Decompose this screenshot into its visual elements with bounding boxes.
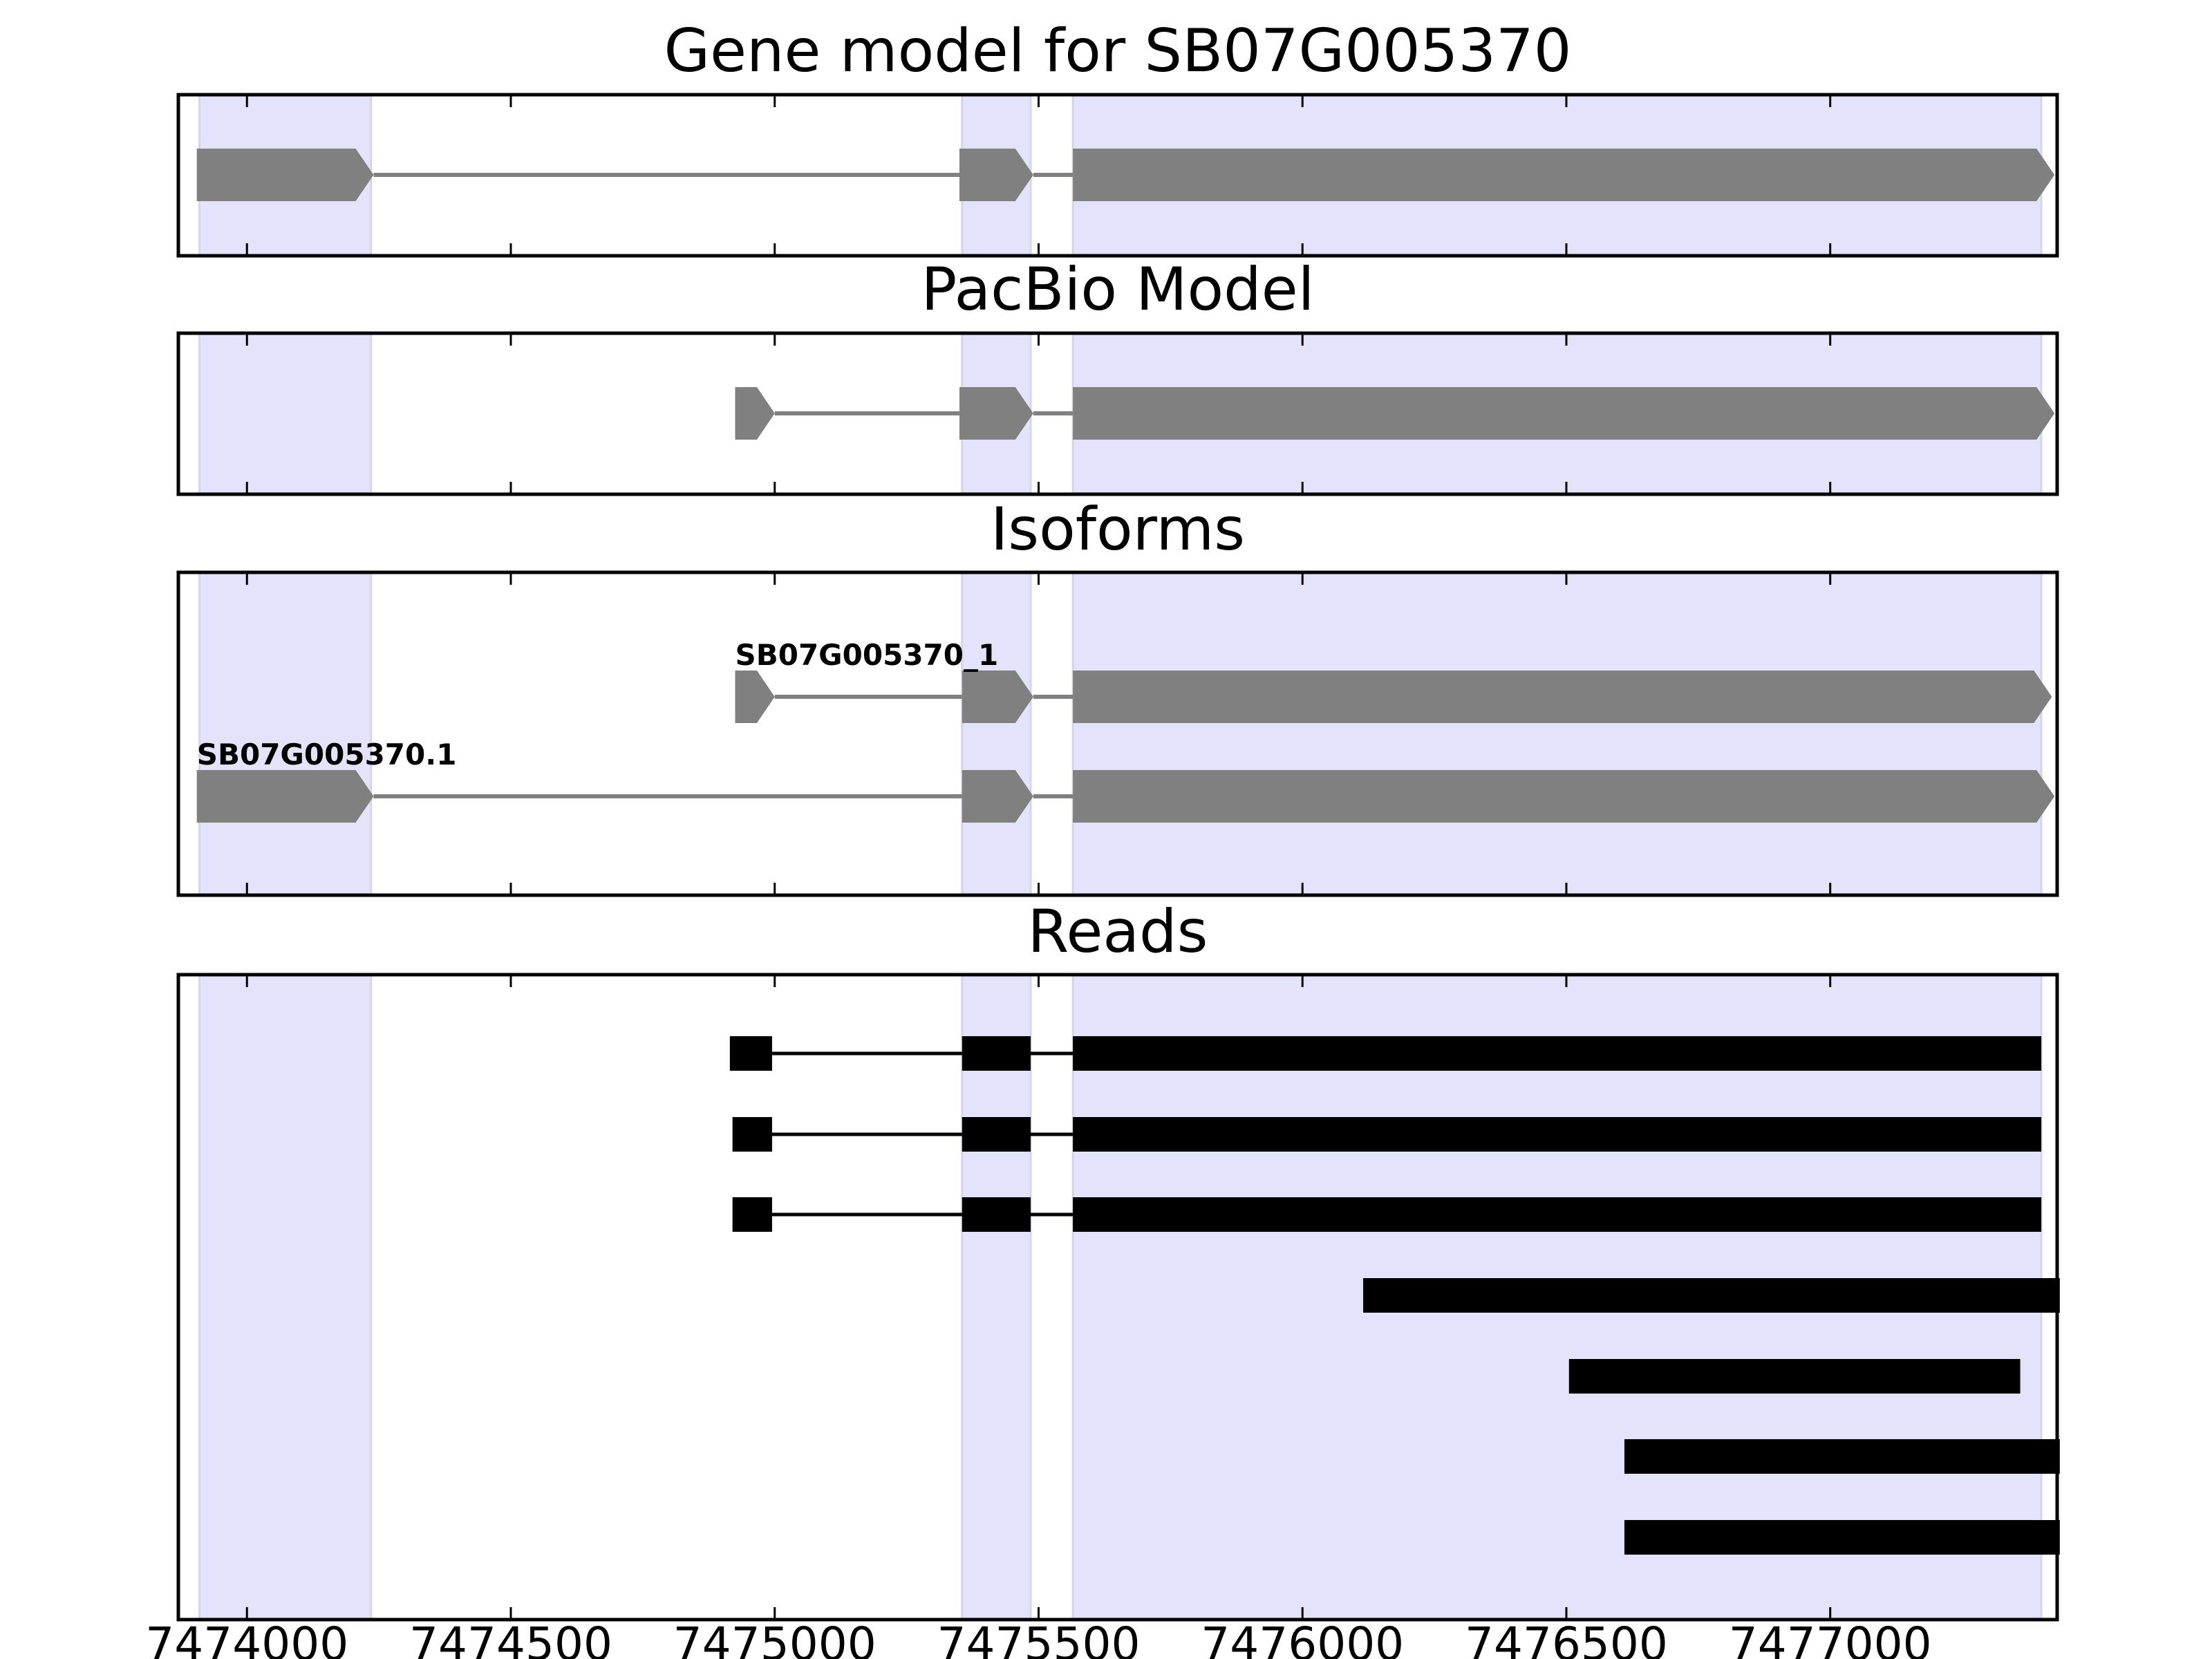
- x-tick-label: 7475500: [937, 1618, 1141, 1659]
- panel-frame: [176, 93, 2059, 258]
- panel-3: Reads: [176, 897, 2060, 1622]
- exon-block: [196, 149, 374, 201]
- panel-frame: [176, 973, 2059, 1622]
- exon-block: [1073, 770, 2055, 823]
- x-tick-label: 7476000: [1201, 1618, 1404, 1659]
- panel-title: Reads: [1028, 897, 1208, 966]
- highlight-region: [961, 973, 1032, 1621]
- panel-frame: [176, 570, 2059, 897]
- exon-block: [735, 387, 775, 440]
- exon-block: [962, 770, 1033, 823]
- isoform-row: SB07G005370.1: [196, 738, 2055, 823]
- panel-title: Gene model for SB07G005370: [664, 17, 1572, 86]
- read-row: [1363, 1278, 2060, 1313]
- read-row: [1568, 1359, 2021, 1394]
- exon-block: [1073, 387, 2055, 440]
- read-exon: [1624, 1439, 2060, 1474]
- panel-title: Isoforms: [991, 495, 1245, 564]
- panel-title: PacBio Model: [921, 255, 1314, 324]
- isoform-row: [196, 149, 2055, 201]
- isoform-row: SB07G005370_1: [735, 638, 2052, 723]
- x-tick-label: 7474000: [145, 1618, 348, 1659]
- isoform-label: SB07G005370_1: [735, 638, 998, 672]
- read-row: [1624, 1439, 2060, 1474]
- exon-block: [959, 149, 1033, 201]
- read-exon: [962, 1036, 1031, 1071]
- x-tick-label: 7477000: [1729, 1618, 1932, 1659]
- read-row: [732, 1117, 2042, 1152]
- read-exon: [1073, 1036, 2042, 1071]
- exon-block: [959, 387, 1033, 440]
- exon-block: [735, 671, 775, 723]
- read-exon: [1624, 1520, 2060, 1555]
- read-exon: [1568, 1359, 2021, 1394]
- read-row: [732, 1197, 2042, 1232]
- panel-0: Gene model for SB07G005370: [176, 17, 2059, 258]
- x-tick-label: 7475000: [673, 1618, 877, 1659]
- highlight-region: [198, 571, 373, 897]
- highlight-region: [198, 332, 373, 496]
- exon-block: [962, 671, 1033, 723]
- x-tick-label: 7474500: [409, 1618, 612, 1659]
- read-exon: [729, 1036, 772, 1071]
- exon-block: [1073, 671, 2052, 723]
- isoform-label: SB07G005370.1: [197, 738, 457, 771]
- read-row: [1624, 1520, 2060, 1555]
- read-exon: [962, 1117, 1031, 1152]
- exon-block: [196, 770, 374, 823]
- highlight-region: [198, 973, 373, 1621]
- read-row: [729, 1036, 2042, 1071]
- highlight-region: [961, 571, 1032, 897]
- panel-2: Isoforms SB07G005370_1 SB07G005370.1: [176, 495, 2059, 897]
- panel-1: PacBio Model: [176, 255, 2059, 496]
- read-exon: [1073, 1117, 2042, 1152]
- read-exon: [1363, 1278, 2060, 1313]
- isoform-row: [735, 387, 2055, 440]
- x-tick-label: 7476500: [1465, 1618, 1668, 1659]
- exon-block: [1073, 149, 2055, 201]
- read-exon: [732, 1117, 772, 1152]
- read-exon: [732, 1197, 772, 1232]
- panel-frame: [176, 331, 2059, 496]
- read-exon: [1073, 1197, 2042, 1232]
- read-exon: [962, 1197, 1031, 1232]
- highlight-region: [1071, 571, 2043, 897]
